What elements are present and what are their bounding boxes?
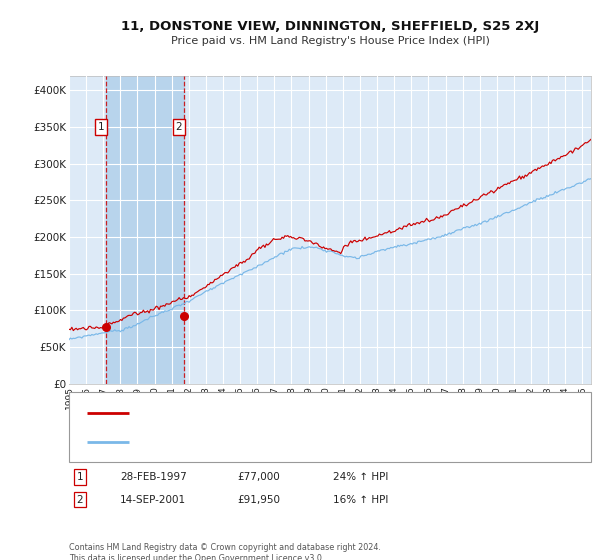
Text: 11, DONSTONE VIEW, DINNINGTON, SHEFFIELD, S25 2XJ (detached house): 11, DONSTONE VIEW, DINNINGTON, SHEFFIELD… [138, 408, 490, 418]
Text: 2: 2 [175, 122, 182, 132]
Text: 2: 2 [76, 494, 83, 505]
Bar [106, 76, 184, 384]
Text: Contains HM Land Registry data © Crown copyright and database right 2024.
This d: Contains HM Land Registry data © Crown c… [69, 543, 381, 560]
Text: 24% ↑ HPI: 24% ↑ HPI [333, 472, 388, 482]
Text: 1: 1 [76, 472, 83, 482]
Text: 14-SEP-2001: 14-SEP-2001 [120, 494, 186, 505]
Text: £91,950: £91,950 [237, 494, 280, 505]
Text: 1: 1 [98, 122, 104, 132]
Text: HPI: Average price, detached house, Rotherham: HPI: Average price, detached house, Roth… [138, 438, 367, 447]
Text: 28-FEB-1997: 28-FEB-1997 [120, 472, 187, 482]
Text: 11, DONSTONE VIEW, DINNINGTON, SHEFFIELD, S25 2XJ: 11, DONSTONE VIEW, DINNINGTON, SHEFFIELD… [121, 20, 539, 32]
Text: Price paid vs. HM Land Registry's House Price Index (HPI): Price paid vs. HM Land Registry's House … [170, 36, 490, 46]
Text: £77,000: £77,000 [237, 472, 280, 482]
Text: 16% ↑ HPI: 16% ↑ HPI [333, 494, 388, 505]
